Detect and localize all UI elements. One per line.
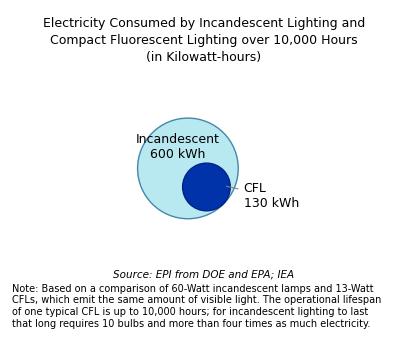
Circle shape (137, 118, 238, 219)
Text: Source: EPI from DOE and EPA; IEA: Source: EPI from DOE and EPA; IEA (113, 270, 295, 280)
Circle shape (183, 163, 230, 211)
Text: Note: Based on a comparison of 60-Watt incandescent lamps and 13-Watt
CFLs, whic: Note: Based on a comparison of 60-Watt i… (12, 284, 381, 329)
Text: Electricity Consumed by Incandescent Lighting and
Compact Fluorescent Lighting o: Electricity Consumed by Incandescent Lig… (43, 17, 365, 64)
Text: Incandescent
600 kWh: Incandescent 600 kWh (135, 133, 219, 161)
Text: CFL
130 kWh: CFL 130 kWh (226, 182, 299, 210)
